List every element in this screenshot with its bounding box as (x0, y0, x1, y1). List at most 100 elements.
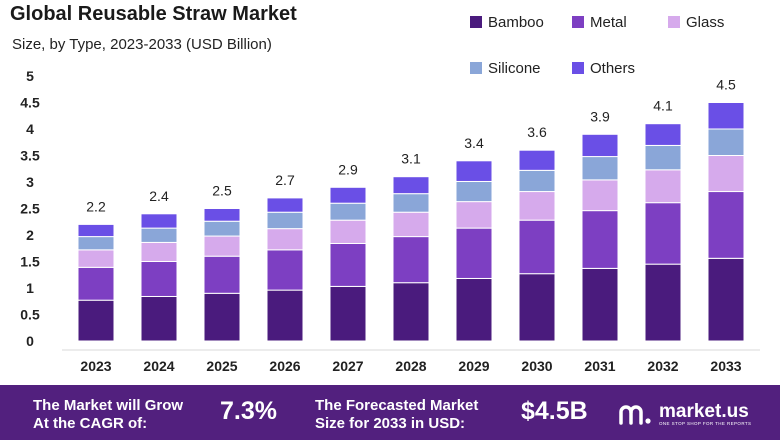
bar-segment-glass-2028 (392, 211, 430, 238)
cagr-caption-line1: The Market will Grow (33, 397, 184, 414)
y-tick-label-4-5: 4.5 (20, 95, 40, 111)
bar-segment-metal-2026 (266, 249, 304, 291)
legend-item-glass: Glass (668, 12, 724, 32)
bar-segment-others-2031 (581, 133, 619, 158)
total-label-2031: 3.9 (590, 108, 610, 124)
bar-segment-metal-2025 (203, 255, 241, 294)
cagr-value: 7.3% (220, 397, 277, 425)
total-label-2028: 3.1 (401, 151, 421, 167)
x-tick-label-2033: 2033 (710, 358, 741, 374)
bar-segment-others-2029 (455, 160, 493, 182)
bar-segment-glass-2027 (329, 219, 367, 244)
x-tick-label-2023: 2023 (80, 358, 111, 374)
y-tick-label-4: 4 (26, 121, 34, 137)
bar-segment-bamboo-2024 (140, 295, 178, 342)
legend-item-metal: Metal (572, 12, 627, 32)
y-tick-label-0-5: 0.5 (20, 307, 40, 323)
bar-segment-metal-2024 (140, 261, 178, 297)
logo-name: market.us (659, 400, 749, 422)
legend-swatch-metal (572, 16, 584, 28)
bar-segment-silicone-2029 (455, 180, 493, 203)
bar-segment-glass-2024 (140, 241, 178, 262)
forecast-caption: The Forecasted Market Size for 2033 in U… (315, 397, 478, 433)
bar-segment-others-2030 (518, 149, 556, 171)
bar-segment-others-2023 (77, 223, 115, 238)
legend-label-bamboo: Bamboo (488, 13, 544, 31)
market-us-logo: market.us ONE STOP SHOP FOR THE REPORTS (618, 401, 751, 427)
chart-title: Global Reusable Straw Market (10, 3, 297, 25)
x-tick-label-2024: 2024 (143, 358, 174, 374)
bar-segment-bamboo-2033 (707, 257, 745, 342)
legend-swatch-bamboo (470, 16, 482, 28)
total-label-2029: 3.4 (464, 135, 484, 151)
forecast-value: $4.5B (521, 397, 588, 425)
bar-segment-bamboo-2027 (329, 285, 367, 342)
bar-segment-others-2026 (266, 197, 304, 213)
x-tick-label-2030: 2030 (521, 358, 552, 374)
bar-segment-silicone-2023 (77, 236, 115, 251)
legend-item-others: Others (572, 58, 635, 78)
legend-item-bamboo: Bamboo (470, 12, 544, 32)
bar-segment-metal-2031 (581, 210, 619, 269)
total-label-2024: 2.4 (149, 188, 169, 204)
bar-segment-bamboo-2031 (581, 267, 619, 342)
bar-segment-silicone-2032 (644, 144, 682, 171)
legend-label-others: Others (590, 59, 636, 77)
bar-segment-metal-2023 (77, 266, 115, 301)
x-tick-label-2028: 2028 (395, 358, 426, 374)
bar-segment-metal-2033 (707, 191, 745, 259)
bar-segment-glass-2025 (203, 235, 241, 257)
y-tick-label-2-5: 2.5 (20, 201, 40, 217)
x-tick-label-2027: 2027 (332, 358, 363, 374)
bar-segment-metal-2027 (329, 242, 367, 287)
x-tick-label-2029: 2029 (458, 358, 489, 374)
bar-segment-silicone-2026 (266, 211, 304, 230)
bar-segment-bamboo-2026 (266, 289, 304, 342)
legend-swatch-silicone (470, 62, 482, 74)
bar-segment-glass-2023 (77, 249, 115, 268)
bar-segment-metal-2028 (392, 236, 430, 284)
bar-segment-metal-2032 (644, 202, 682, 265)
y-tick-label-2: 2 (26, 227, 34, 243)
total-label-2032: 4.1 (653, 98, 673, 114)
bar-segment-glass-2029 (455, 201, 493, 229)
bar-segment-bamboo-2032 (644, 263, 682, 342)
total-label-2030: 3.6 (527, 124, 547, 140)
y-tick-label-1: 1 (26, 280, 34, 296)
y-tick-label-0: 0 (26, 333, 34, 349)
legend-item-silicone: Silicone (470, 58, 541, 78)
legend-label-glass: Glass (686, 13, 725, 31)
bar-segment-metal-2029 (455, 227, 493, 279)
legend-swatch-glass (668, 16, 680, 28)
x-tick-label-2025: 2025 (206, 358, 237, 374)
summary-banner: The Market will Grow At the CAGR of: 7.3… (0, 385, 780, 440)
forecast-caption-line2: Size for 2033 in USD: (315, 415, 466, 432)
bar-segment-silicone-2033 (707, 128, 745, 156)
bar-segment-glass-2026 (266, 228, 304, 251)
bar-segment-bamboo-2023 (77, 299, 115, 342)
bar-segment-glass-2030 (518, 191, 556, 221)
legend-label-silicone: Silicone (488, 59, 541, 77)
logo-tagline: ONE STOP SHOP FOR THE REPORTS (659, 420, 752, 426)
bar-segment-bamboo-2025 (203, 292, 241, 342)
bar-segment-silicone-2025 (203, 220, 241, 237)
x-tick-label-2026: 2026 (269, 358, 300, 374)
x-tick-label-2032: 2032 (647, 358, 678, 374)
total-label-2027: 2.9 (338, 161, 358, 177)
y-tick-label-3: 3 (26, 174, 34, 190)
bar-chart: 0 0.5 1 1.5 2 2.5 3 3.5 4 4.5 5 2.2 2023 2.4 2024 2.5 20… (20, 68, 760, 374)
total-label-2033: 4.5 (716, 77, 736, 93)
total-label-2023: 2.2 (86, 198, 106, 214)
bar-segment-glass-2032 (644, 169, 682, 204)
y-tick-label-5: 5 (26, 68, 34, 84)
bar-segment-glass-2031 (581, 179, 619, 212)
chart-subtitle: Size, by Type, 2023-2033 (USD Billion) (12, 36, 272, 53)
y-tick-label-3-5: 3.5 (20, 148, 40, 164)
bar-segment-silicone-2031 (581, 156, 619, 181)
total-label-2025: 2.5 (212, 183, 232, 199)
bar-segment-others-2033 (707, 102, 745, 130)
bar-segment-bamboo-2028 (392, 282, 430, 342)
bar-segment-silicone-2028 (392, 193, 430, 213)
bar-segment-metal-2030 (518, 219, 556, 275)
